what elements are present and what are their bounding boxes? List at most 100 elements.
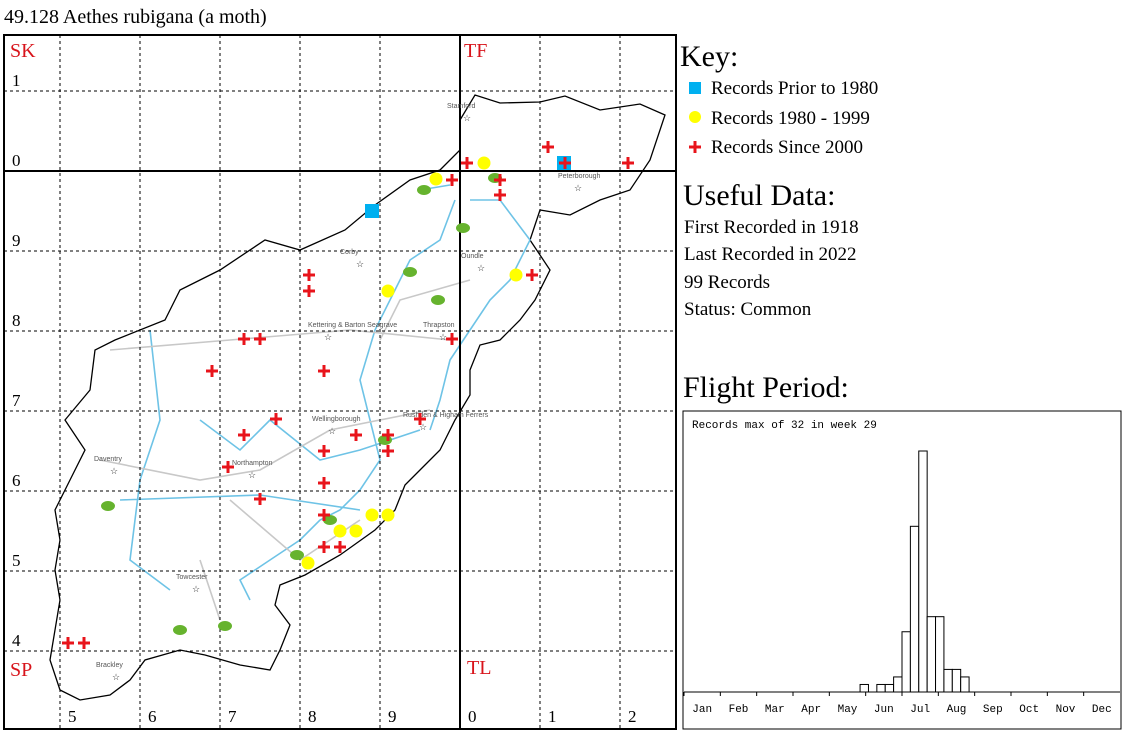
record-since-2000 [318, 365, 330, 377]
column-label: 6 [148, 707, 157, 726]
record-since-2000 [318, 477, 330, 489]
woodland [173, 625, 187, 635]
record-1980-1999 [381, 508, 395, 522]
x-tick-label: Oct [1019, 704, 1039, 716]
x-tick-label: Aug [947, 704, 967, 716]
x-tick-label: Apr [801, 704, 821, 716]
record-since-2000 [238, 429, 250, 441]
town-label: Rushden & Higham Ferrers [403, 412, 489, 419]
record-1980-1999 [381, 284, 395, 298]
record-since-2000 [446, 333, 458, 345]
town-marker: ☆ [192, 584, 200, 594]
woodland [431, 295, 445, 305]
x-tick-label: Sep [983, 704, 1003, 716]
record-pre-1980 [365, 204, 379, 218]
record-since-2000 [318, 509, 330, 521]
square-label: SK [10, 40, 36, 62]
town-label: Daventry [94, 456, 123, 463]
record-since-2000 [542, 141, 554, 153]
row-label: 0 [12, 151, 21, 170]
record-1980-1999 [429, 172, 443, 186]
square-label: TF [464, 40, 487, 62]
x-tick-label: Dec [1092, 704, 1112, 716]
bar [918, 450, 928, 693]
woodland [290, 550, 304, 560]
bar [926, 616, 937, 693]
square-label: TL [467, 657, 491, 679]
town-marker: ☆ [439, 332, 447, 342]
key-swatch [689, 82, 701, 94]
row-label: 6 [12, 471, 21, 490]
row-label: 7 [12, 391, 21, 410]
town-label: Brackley [96, 662, 123, 669]
x-tick-label: Jul [910, 704, 930, 716]
town-label: Oundle [461, 253, 484, 260]
record-since-2000 [270, 413, 282, 425]
woodland [101, 501, 115, 511]
record-since-2000 [303, 269, 315, 281]
column-label: 1 [548, 707, 557, 726]
record-since-2000 [318, 541, 330, 553]
record-since-2000 [78, 637, 90, 649]
column-label: 2 [628, 707, 637, 726]
square-label: SP [10, 659, 32, 681]
column-label: 8 [308, 707, 317, 726]
record-since-2000 [238, 333, 250, 345]
row-label: 5 [12, 551, 21, 570]
key-title: Key: [680, 40, 738, 73]
useful-data-line: First Recorded in 1918 [684, 217, 859, 238]
key-label: Records Since 2000 [711, 137, 863, 158]
record-1980-1999 [509, 268, 523, 282]
record-since-2000 [303, 285, 315, 297]
bar [909, 525, 920, 693]
town-marker: ☆ [477, 263, 485, 273]
record-since-2000 [206, 365, 218, 377]
record-since-2000 [446, 174, 458, 186]
record-since-2000 [494, 174, 506, 186]
grid [4, 35, 676, 729]
x-tick-label: Mar [765, 704, 785, 716]
useful-data-line: Status: Common [684, 299, 812, 320]
woodland [218, 621, 232, 631]
woodland [403, 267, 417, 277]
town-marker: ☆ [248, 470, 256, 480]
record-since-2000 [334, 541, 346, 553]
x-tick-label: May [838, 704, 858, 716]
town-marker: ☆ [324, 332, 332, 342]
record-since-2000 [62, 637, 74, 649]
town-marker: ☆ [419, 422, 427, 432]
key-label: Records 1980 - 1999 [711, 108, 870, 129]
record-1980-1999 [477, 156, 491, 170]
town-marker: ☆ [463, 113, 471, 123]
bar [884, 683, 895, 693]
record-since-2000 [526, 269, 538, 281]
record-1980-1999 [301, 556, 315, 570]
useful-data-line: 99 Records [684, 272, 770, 293]
bar [876, 683, 886, 693]
record-since-2000 [622, 157, 634, 169]
record-since-2000 [222, 461, 234, 473]
town-label: Northampton [232, 460, 273, 467]
town-label: Towcester [176, 574, 208, 581]
record-since-2000 [318, 445, 330, 457]
x-tick-label: Feb [729, 704, 749, 716]
column-label: 7 [228, 707, 237, 726]
chart-annotation: Records max of 32 in week 29 [692, 420, 877, 432]
column-label: 5 [68, 707, 77, 726]
town-marker: ☆ [110, 466, 118, 476]
x-tick-label: Jan [692, 704, 712, 716]
row-label: 1 [12, 71, 21, 90]
woodland [323, 515, 337, 525]
bar [893, 676, 903, 693]
town-marker: ☆ [574, 183, 582, 193]
record-since-2000 [254, 493, 266, 505]
town-label: Wellingborough [312, 416, 361, 423]
town-label: Corby [340, 249, 359, 256]
bar [951, 668, 962, 693]
town-marker: ☆ [328, 426, 336, 436]
key-swatch [689, 141, 701, 153]
town-marker: ☆ [112, 672, 120, 682]
